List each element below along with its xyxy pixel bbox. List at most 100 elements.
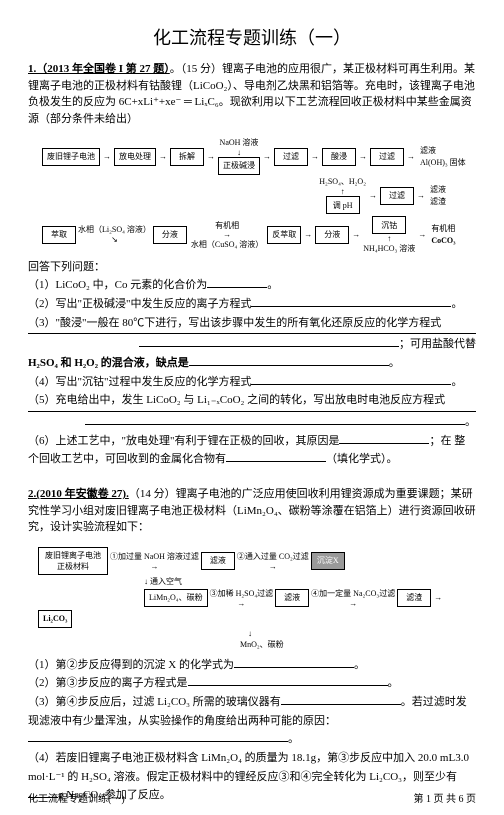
answer-blank[interactable]	[339, 433, 429, 444]
text: （2）写出"正极碱浸"中发生反应的离子方程式	[28, 298, 251, 310]
q2-p1: （1）第②步反应得到的沉淀 X 的化学式为 。	[28, 656, 476, 675]
q2-p3: （3）第④步反应后，过滤 Li₂CO₃ 所需的玻璃仪器有。若过滤时发现滤液中有少…	[28, 693, 476, 749]
answer-blank[interactable]	[234, 657, 354, 668]
text: 。	[388, 677, 399, 689]
flow-label: ②通入过量 CO₂过滤	[237, 551, 309, 562]
flow-box: 过滤	[370, 148, 404, 166]
answer-blank[interactable]	[28, 731, 288, 742]
flow-output: CoCO₃	[431, 236, 455, 245]
text: 。	[451, 298, 462, 310]
text: （3）"酸浸"一般在 80℃下进行，写出该步骤中发生的所有氧化还原反应的化学方程…	[28, 317, 441, 329]
q2-heading: 2.(2010 年安徽卷 27).（14 分）锂离子电池的广泛应用使回收利用锂资…	[28, 486, 476, 536]
q1-heading: 1.（2013 年全国卷 I 第 27 题）。（15 分）锂离子电池的应用很广，…	[28, 61, 476, 127]
flow-box: 滤渣	[397, 589, 431, 607]
text: 。	[267, 279, 278, 291]
q1-subhead: 回答下列问题：	[28, 258, 476, 277]
text: （填化学式）。	[326, 453, 398, 465]
text: H₂SO₄ 和 H₂O₂ 的混合液，缺点是	[28, 357, 189, 369]
flow-label: NaOH 溶液	[220, 138, 259, 148]
rule-line	[28, 411, 476, 412]
flow-box: 过滤	[274, 148, 308, 166]
arrow-icon: →	[368, 191, 378, 201]
flow-output: 滤渣	[430, 197, 446, 207]
flow-box: 正极碱浸	[218, 157, 260, 175]
text: 。	[288, 733, 299, 745]
flow-box: 反萃取	[267, 226, 301, 244]
flow-label: 有机相	[213, 221, 241, 231]
flow-output: MnO₂、碳粉	[238, 639, 286, 650]
answer-blank[interactable]	[85, 414, 465, 425]
q1-p3b-line: ；可用盐酸代替	[28, 335, 476, 354]
q1-flowchart: 废旧锂子电池 → 放电处理 → 拆解 → NaOH 溶液 ↓ 正极碱浸 → 过滤…	[28, 138, 476, 254]
text: （1）第②步反应得到的沉淀 X 的化学式为	[28, 659, 234, 671]
answer-blank[interactable]	[189, 355, 389, 366]
answer-blank[interactable]	[281, 694, 401, 705]
arrow-icon: →	[206, 152, 216, 162]
q1-p1: （1）LiCoO₂ 中，Co 元素的化合价为 。	[28, 276, 476, 295]
flow-box: 沉淀X	[311, 552, 345, 570]
text: （5）充电给出中，发生 LiCoO₂ 与 Li₁₋ₓCoO₂ 之间的转化，写出放…	[28, 394, 445, 406]
flow-label: H₂SO₄、H₂O₂	[319, 177, 366, 187]
flow-box: 分液	[315, 226, 349, 244]
text: （4）若废旧锂离子电池正极材料含 LiMn₂O₄ 的质量为 18.1g，第③步反…	[28, 752, 469, 783]
flow-box: 废旧锂子电池	[42, 148, 100, 166]
answer-blank[interactable]	[188, 675, 388, 686]
text: 。	[451, 376, 462, 388]
flow-box: 废旧锂离子电池正极材料	[38, 547, 108, 575]
flow-box: 拆解	[170, 148, 204, 166]
q1-p5: （5）充电给出中，发生 LiCoO₂ 与 Li₁₋ₓCoO₂ 之间的转化，写出放…	[28, 391, 476, 410]
flow-label: 通入空气	[148, 577, 184, 586]
flow-output: Al(OH)₃ 固体	[420, 158, 466, 168]
text: 。	[389, 357, 400, 369]
text: ；可用盐酸代替	[399, 338, 476, 350]
q1-p4: （4）写出"沉钴"过程中发生反应的化学方程式 。	[28, 373, 476, 392]
arrow-icon: →	[102, 152, 112, 162]
flow-label: NH₄HCO₃ 溶液	[363, 244, 415, 254]
flow-output: Li₂CO₃	[43, 614, 67, 623]
q1-p2: （2）写出"正极碱浸"中发生反应的离子方程式 。	[28, 295, 476, 314]
answer-blank[interactable]	[251, 296, 451, 307]
flow-label: 水相（CuSO₄ 溶液）	[189, 240, 265, 250]
footer-right: 第 1 页 共 6 页	[414, 790, 477, 805]
arrow-icon: →	[310, 152, 320, 162]
text: （6）上述工艺中，"放电处理"有利于锂在正极的回收，其原因是	[28, 435, 339, 447]
flow-output: 滤液	[420, 146, 436, 156]
text: 。	[354, 659, 365, 671]
document-page: 化工流程专题训练（一） 1.（2013 年全国卷 I 第 27 题）。（15 分…	[0, 0, 504, 815]
flow-box: Li₂CO₃	[38, 610, 72, 628]
arrow-icon: →	[358, 152, 368, 162]
answer-blank[interactable]	[226, 452, 326, 463]
text: （3）第④步反应后，过滤 Li₂CO₃ 所需的玻璃仪器有	[28, 696, 281, 708]
q2-p2: （2）第③步反应的离子方程式是 。	[28, 674, 476, 693]
flow-label: 水相（Li₂SO₄ 溶液）	[78, 225, 151, 235]
arrow-icon: →	[351, 230, 361, 240]
flow-box: 过滤	[380, 187, 414, 205]
flow-box: 滤液	[201, 552, 235, 570]
text: 。	[465, 416, 476, 428]
arrow-icon: →	[433, 593, 443, 602]
text: （2）第③步反应的离子方程式是	[28, 677, 188, 689]
text: （4）写出"沉钴"过程中发生反应的化学方程式	[28, 376, 251, 388]
flow-box: 放电处理	[114, 148, 156, 166]
flow-box: 调 pH	[326, 196, 360, 214]
q1-ref: 1.（2013 年全国卷 I 第 27 题）	[28, 63, 170, 75]
q1-p3a: （3）"酸浸"一般在 80℃下进行，写出该步骤中发生的所有氧化还原反应的化学方程…	[28, 314, 476, 333]
flow-output: 滤液	[430, 185, 446, 195]
flow-output: 有机相	[431, 224, 455, 234]
answer-blank[interactable]	[251, 374, 451, 385]
arrow-icon: →	[416, 191, 426, 201]
page-title: 化工流程专题训练（一）	[28, 24, 476, 50]
flow-label: ④加一定量 Na₂CO₃过滤	[311, 588, 395, 599]
arrow-icon: →	[262, 152, 272, 162]
text: （1）LiCoO₂ 中，Co 元素的化合价为	[28, 279, 207, 291]
answer-blank[interactable]	[139, 336, 399, 347]
text: ；在	[429, 435, 451, 447]
q1-p3c: H₂SO₄ 和 H₂O₂ 的混合液，缺点是 。	[28, 354, 476, 373]
answer-blank[interactable]	[207, 277, 267, 288]
flow-box: 沉钴	[372, 216, 406, 234]
flow-box: LiMn₂O₄、碳粉	[144, 589, 208, 607]
flow-box: 萃取	[42, 226, 76, 244]
flow-box: 酸浸	[322, 148, 356, 166]
flow-label: ①加过量 NaOH 溶液过滤	[110, 551, 199, 562]
rule-line	[28, 333, 476, 334]
